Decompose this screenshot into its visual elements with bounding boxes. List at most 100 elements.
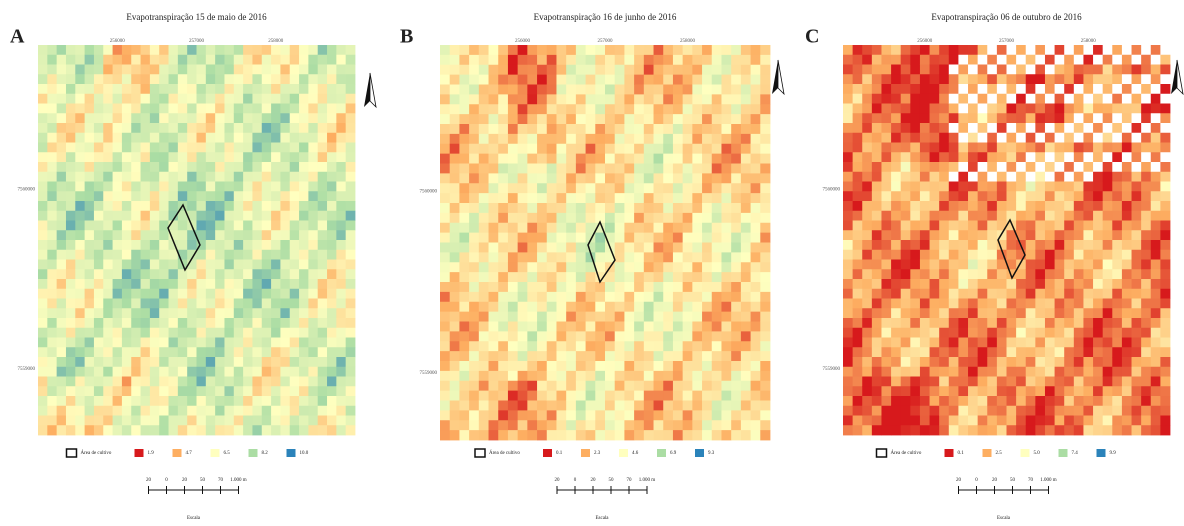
map-cell bbox=[586, 282, 596, 292]
map-cell bbox=[66, 45, 76, 55]
map-cell bbox=[38, 347, 48, 357]
map-cell bbox=[103, 94, 113, 104]
map-cell bbox=[760, 401, 770, 411]
map-cell bbox=[1007, 425, 1017, 435]
map-cell bbox=[958, 425, 968, 435]
map-cell bbox=[901, 416, 911, 426]
map-cell bbox=[498, 420, 508, 430]
map-cell bbox=[206, 328, 216, 338]
map-cell bbox=[987, 377, 997, 387]
map-cell bbox=[634, 213, 644, 223]
map-cell bbox=[527, 322, 537, 332]
map-cell bbox=[197, 416, 207, 426]
map-cell bbox=[949, 308, 959, 318]
map-cell bbox=[489, 401, 499, 411]
map-cell bbox=[853, 308, 863, 318]
map-cell bbox=[206, 94, 216, 104]
map-cell bbox=[290, 386, 300, 396]
map-cell bbox=[673, 430, 683, 440]
map-cell bbox=[508, 114, 518, 124]
map-cell bbox=[537, 124, 547, 134]
map-cell bbox=[586, 124, 596, 134]
map-cell bbox=[920, 299, 930, 309]
map-cell bbox=[1112, 230, 1122, 240]
map-cell bbox=[450, 144, 460, 154]
map-cell bbox=[479, 45, 489, 55]
map-cell bbox=[1103, 357, 1113, 367]
map-cell bbox=[910, 357, 920, 367]
map-cell bbox=[141, 211, 151, 221]
map-cell bbox=[997, 55, 1007, 65]
map-cell bbox=[910, 328, 920, 338]
map-cell bbox=[498, 410, 508, 420]
map-cell bbox=[262, 240, 272, 250]
map-cell bbox=[881, 230, 891, 240]
map-cell bbox=[290, 396, 300, 406]
map-cell bbox=[692, 233, 702, 243]
map-cell bbox=[299, 84, 309, 94]
map-cell bbox=[224, 191, 234, 201]
map-cell bbox=[692, 94, 702, 104]
map-cell bbox=[280, 377, 290, 387]
map-cell bbox=[1035, 367, 1045, 377]
map-cell bbox=[299, 328, 309, 338]
map-cell bbox=[57, 74, 67, 84]
map-cell bbox=[131, 221, 141, 231]
map-cell bbox=[881, 279, 891, 289]
north-arrow-half bbox=[370, 73, 376, 107]
map-cell bbox=[459, 65, 469, 75]
map-cell bbox=[843, 347, 853, 357]
map-cell bbox=[1045, 318, 1055, 328]
map-cell bbox=[459, 430, 469, 440]
map-cell bbox=[318, 191, 328, 201]
map-cell bbox=[1151, 84, 1161, 94]
map-cell bbox=[85, 250, 95, 260]
map-cell bbox=[518, 164, 528, 174]
map-cell bbox=[1035, 289, 1045, 299]
map-cell bbox=[252, 221, 262, 231]
map-cell bbox=[663, 183, 673, 193]
map-cell bbox=[968, 406, 978, 416]
map-cell bbox=[1132, 416, 1142, 426]
map-cell bbox=[159, 318, 169, 328]
map-cell bbox=[489, 262, 499, 272]
map-cell bbox=[1074, 308, 1084, 318]
map-cell bbox=[459, 223, 469, 233]
map-cell bbox=[169, 162, 179, 172]
map-cell bbox=[1016, 172, 1026, 182]
map-cell bbox=[654, 55, 664, 65]
map-cell bbox=[721, 420, 731, 430]
map-cell bbox=[624, 401, 634, 411]
map-cell bbox=[987, 289, 997, 299]
map-cell bbox=[113, 94, 123, 104]
map-cell bbox=[881, 416, 891, 426]
map-cell bbox=[692, 85, 702, 95]
map-cell bbox=[853, 347, 863, 357]
scale-label: 20 bbox=[555, 478, 561, 483]
map-cell bbox=[75, 289, 85, 299]
map-cell bbox=[537, 154, 547, 164]
map-cell bbox=[159, 377, 169, 387]
map-cell bbox=[760, 381, 770, 391]
map-cell bbox=[901, 55, 911, 65]
map-cell bbox=[299, 240, 309, 250]
map-cell bbox=[1103, 65, 1113, 75]
map-cell bbox=[215, 45, 225, 55]
map-cell bbox=[547, 341, 557, 351]
map-cell bbox=[692, 351, 702, 361]
map-cell bbox=[327, 94, 337, 104]
map-cell bbox=[968, 104, 978, 114]
map-cell bbox=[547, 183, 557, 193]
map-cell bbox=[1093, 191, 1103, 201]
map-cell bbox=[308, 84, 318, 94]
map-cell bbox=[1141, 425, 1151, 435]
map-cell bbox=[131, 299, 141, 309]
map-cell bbox=[122, 250, 132, 260]
map-cell bbox=[644, 312, 654, 322]
map-cell bbox=[901, 338, 911, 348]
map-cell bbox=[1083, 172, 1093, 182]
map-cell bbox=[94, 269, 104, 279]
legend-swatch bbox=[173, 449, 182, 457]
map-cell bbox=[930, 260, 940, 270]
map-cell bbox=[566, 45, 576, 55]
